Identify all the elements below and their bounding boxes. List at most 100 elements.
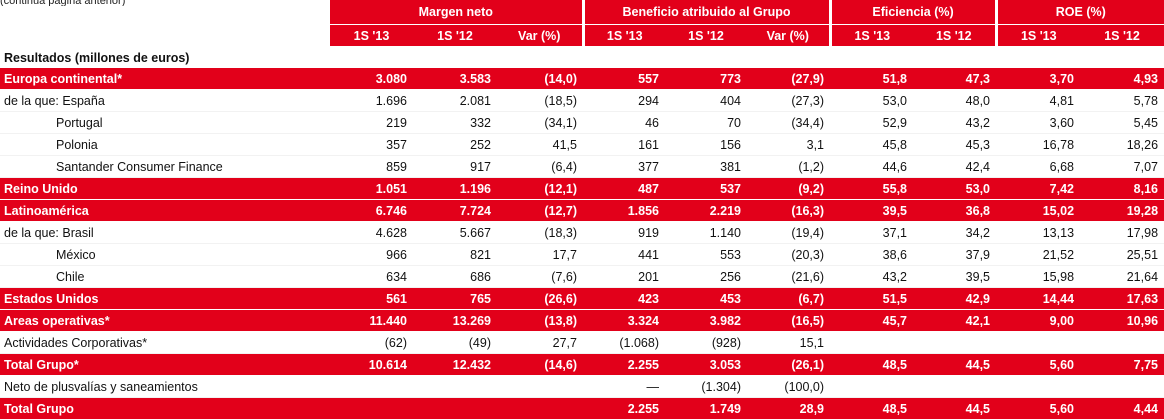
cell-value: 41,5: [497, 133, 583, 156]
cell-value: 48,0: [913, 89, 997, 112]
cell-value: 42,4: [913, 155, 997, 178]
cell-value: 25,51: [1080, 243, 1164, 266]
cell-value: 156: [665, 133, 747, 156]
cell-value: 38,6: [830, 243, 914, 266]
cell-value: 966: [330, 243, 413, 266]
cell-value: 3,1: [747, 133, 831, 156]
cell-value: (100,0): [747, 375, 831, 398]
cell-value: [913, 375, 997, 398]
row-label: Latinoamérica: [0, 199, 330, 222]
cell-value: (9,2): [747, 177, 831, 200]
cell-value: 44,6: [830, 155, 914, 178]
cell-value: (6,7): [747, 287, 831, 310]
cell-value: 4,93: [1080, 68, 1164, 90]
cell-value: [996, 375, 1081, 398]
row-label: Portugal: [0, 111, 330, 134]
cell-value: (19,4): [747, 221, 831, 244]
cell-value: 423: [583, 287, 665, 310]
subheader: 1S '12: [665, 24, 747, 46]
cell-value: (1.304): [665, 375, 747, 398]
header-blank: [0, 0, 330, 25]
cell-value: [497, 397, 583, 420]
cell-value: 537: [665, 177, 747, 200]
cell-value: (16,3): [747, 199, 831, 222]
cell-value: 4,44: [1080, 397, 1164, 420]
cell-value: 3,70: [996, 68, 1081, 90]
cell-value: —: [583, 375, 665, 398]
cell-value: 859: [330, 155, 413, 178]
cell-value: 11.440: [330, 309, 413, 332]
cell-value: 6.746: [330, 199, 413, 222]
row-label: Neto de plusvalías y saneamientos: [0, 375, 330, 398]
cell-value: [413, 397, 497, 420]
cell-value: 37,9: [913, 243, 997, 266]
row-label: Reino Unido: [0, 177, 330, 200]
cell-value: 17,98: [1080, 221, 1164, 244]
header-group-row: Margen neto Beneficio atribuido al Grupo…: [0, 0, 1164, 25]
cell-value: 7,42: [996, 177, 1081, 200]
cell-value: (1.068): [583, 331, 665, 354]
cell-value: 43,2: [830, 265, 914, 288]
header-group-beneficio: Beneficio atribuido al Grupo: [581, 0, 831, 25]
cell-value: 357: [330, 133, 413, 156]
cell-value: 45,8: [830, 133, 914, 156]
cell-value: 45,3: [913, 133, 997, 156]
table-row: Estados Unidos 561 765 (26,6) 423 453 (6,7) 51,…: [0, 287, 1164, 310]
cell-value: [1080, 331, 1164, 354]
cell-value: (49): [413, 331, 497, 354]
table-row: Polonia 357 252 41,5 161 156 3,1 45,8 45,3 16,78 1…: [0, 133, 1164, 156]
cell-value: 14,44: [996, 287, 1081, 310]
cell-value: 1.140: [665, 221, 747, 244]
table-row: Chile 634 686 (7,6) 201 256 (21,6) 43,2 39,5 15,9…: [0, 265, 1164, 288]
table-row: Total Grupo 2.255 1.749 28,9 48,5 44,5 5,60 4,4…: [0, 397, 1164, 420]
cell-value: 15,98: [996, 265, 1081, 288]
cell-value: 201: [583, 265, 665, 288]
cell-value: 42,1: [913, 309, 997, 332]
cell-value: [330, 397, 413, 420]
table-row: Latinoamérica 6.746 7.724 (12,7) 1.856 2.219(…: [0, 199, 1164, 222]
cell-value: 3.080: [330, 68, 413, 90]
header-sub-row: 1S '13 1S '12 Var (%) 1S '13 1S '12 Var …: [0, 24, 1164, 46]
cell-value: 252: [413, 133, 497, 156]
cell-value: 8,16: [1080, 177, 1164, 200]
cell-value: 2.255: [583, 353, 665, 376]
cell-value: 28,9: [747, 397, 831, 420]
cell-value: 561: [330, 287, 413, 310]
row-label: Total Grupo: [0, 397, 330, 420]
cell-value: [830, 375, 914, 398]
cell-value: 21,64: [1080, 265, 1164, 288]
cell-value: 5,45: [1080, 111, 1164, 134]
header-group-roe: ROE (%): [994, 0, 1164, 25]
cell-value: (26,1): [747, 353, 831, 376]
cell-value: 294: [583, 89, 665, 112]
cell-value: 332: [413, 111, 497, 134]
row-label: Santander Consumer Finance: [0, 155, 330, 178]
cell-value: (6,4): [497, 155, 583, 178]
cell-value: 773: [665, 68, 747, 90]
cell-value: 161: [583, 133, 665, 156]
table-row: Areas operativas* 11.440 13.269 (13,8) 3.324…: [0, 309, 1164, 332]
cell-value: 5,60: [996, 397, 1081, 420]
table-row: Santander Consumer Finance 859 917 (6,4) 377…: [0, 155, 1164, 178]
cell-value: (27,9): [747, 68, 831, 90]
cell-value: 256: [665, 265, 747, 288]
cell-value: (7,6): [497, 265, 583, 288]
cell-value: 4.628: [330, 221, 413, 244]
row-label: de la que: Brasil: [0, 221, 330, 244]
cell-value: [996, 331, 1081, 354]
cell-value: 634: [330, 265, 413, 288]
cell-value: 44,5: [913, 397, 997, 420]
cell-value: 15,02: [996, 199, 1081, 222]
cell-value: 7,07: [1080, 155, 1164, 178]
cell-value: 19,28: [1080, 199, 1164, 222]
row-label: México: [0, 243, 330, 266]
cell-value: [1080, 375, 1164, 398]
row-label: Europa continental*: [0, 68, 330, 90]
cell-value: (34,4): [747, 111, 831, 134]
cell-value: 7,75: [1080, 353, 1164, 376]
cell-value: 46: [583, 111, 665, 134]
cell-value: (34,1): [497, 111, 583, 134]
header-group-margen-neto: Margen neto: [330, 0, 583, 25]
cell-value: (26,6): [497, 287, 583, 310]
cell-value: (14,6): [497, 353, 583, 376]
